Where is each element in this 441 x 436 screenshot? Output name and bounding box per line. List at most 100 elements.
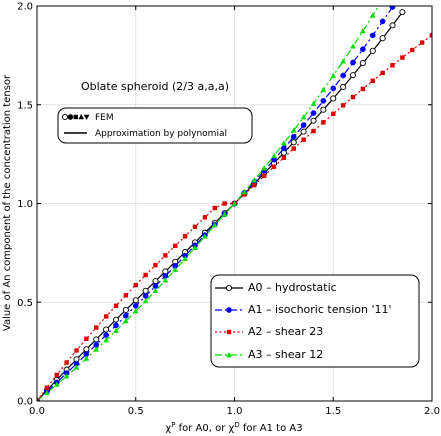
series-0-point <box>379 35 386 42</box>
series-1-point <box>340 72 346 79</box>
series-2-point <box>192 224 198 230</box>
series-2-point <box>202 215 208 220</box>
series-3-point <box>310 100 317 106</box>
series-3-point <box>83 355 90 361</box>
series-3-point <box>360 28 366 34</box>
series-1-point <box>103 332 109 338</box>
series-0-point <box>103 326 110 333</box>
series-2-point <box>222 201 227 206</box>
series-2-point <box>370 78 375 84</box>
legend-sample-marker-1 <box>226 307 232 313</box>
series-0-point <box>122 306 129 314</box>
legend-sample-marker-3 <box>226 352 232 358</box>
series-0-point <box>389 22 396 29</box>
legend-top-fem-marker-0 <box>61 113 69 121</box>
series-0-point <box>330 95 337 102</box>
series-0-point <box>320 106 327 113</box>
series-0-point <box>359 60 366 67</box>
legend-entry-a2: A2 – shear 23 <box>248 325 323 338</box>
series-2-point <box>143 272 148 278</box>
series-2-point <box>252 182 257 188</box>
legend-top-fem-marker-4 <box>83 114 90 120</box>
series-0-point <box>290 139 297 146</box>
series-2-point <box>350 94 356 100</box>
series-3-point <box>290 127 297 133</box>
series-3-point <box>241 189 248 195</box>
series-3-point <box>350 43 356 49</box>
series-2-point <box>400 55 405 60</box>
series-1-point <box>360 46 366 53</box>
series-2-point <box>64 360 69 365</box>
y-tick-label: 1.0 <box>17 199 33 210</box>
x-axis-label-part-3: χ <box>229 423 235 434</box>
x-axis-label-sup-1: P <box>171 421 175 429</box>
series-2-point <box>103 314 109 319</box>
series-3-point <box>261 165 267 171</box>
series-1-point <box>379 18 386 25</box>
series-3-point <box>123 318 129 324</box>
series-3-point <box>44 389 50 396</box>
series-3-point <box>202 233 208 239</box>
x-tick-label: 0.5 <box>128 406 144 417</box>
legend-main-box <box>210 274 420 368</box>
series-2-point <box>321 120 326 125</box>
series-2-point <box>281 155 287 160</box>
series-2-point <box>94 325 99 330</box>
series-3-point <box>182 255 188 261</box>
ticks: 0.0 0.5 1.0 1.5 2.0 0.0 0.5 1.0 1.5 2.0 <box>17 2 440 418</box>
series-3-point <box>172 266 179 272</box>
series-2-point <box>182 234 188 239</box>
series-2-point <box>410 47 415 53</box>
legend-top-fem-marker-3 <box>78 114 84 120</box>
series-2-point <box>311 128 316 134</box>
legend-main: A0 – hydrostatic A1 – isochoric tension … <box>210 274 420 368</box>
series-2-point <box>380 70 385 76</box>
series-0-point <box>310 117 317 124</box>
series-3-point <box>63 373 70 379</box>
series-1-point <box>290 133 297 140</box>
legend-top-fem-marker-1 <box>67 114 74 120</box>
y-tick-label: 0.5 <box>17 298 33 309</box>
legend-entry-a0: A0 – hydrostatic <box>248 281 337 294</box>
legend-sample-marker-0 <box>225 284 233 292</box>
series-3-point <box>152 287 159 293</box>
series-3-point <box>142 298 149 304</box>
series-2-point <box>113 303 119 309</box>
series-0-point <box>300 128 307 135</box>
series-2-point <box>54 372 59 378</box>
series-3-point <box>192 244 198 250</box>
series-1-point <box>369 32 376 39</box>
y-tick-label: 1.5 <box>17 100 33 111</box>
series-3-point <box>53 381 60 387</box>
series-2-point <box>331 111 336 117</box>
series-2-point <box>37 398 40 401</box>
series-2-point <box>163 253 168 258</box>
x-axis-label-part-2: for A0, or <box>175 423 228 434</box>
series-3-point <box>300 114 307 120</box>
series-3-point <box>340 58 346 64</box>
series-3-point <box>281 140 287 146</box>
x-axis-label-sup-2: D <box>234 421 239 429</box>
series-2-point <box>261 173 267 179</box>
x-axis-label-part-1: χ <box>165 423 171 434</box>
series-3-point <box>221 211 228 217</box>
y-tick-label: 0.0 <box>17 397 33 408</box>
legend-sample-marker-2 <box>226 329 232 335</box>
series-3-point <box>251 177 258 183</box>
series-2-point <box>212 205 217 211</box>
series-1-point <box>300 122 307 128</box>
series-0-point <box>112 316 120 323</box>
series-1-point <box>320 97 327 104</box>
x-axis-label-part-4: for A1 to A3 <box>240 423 303 434</box>
x-tick-label: 1.5 <box>325 406 341 417</box>
series-0-point <box>93 336 100 343</box>
series-0-point <box>132 297 139 304</box>
series-0-point <box>369 47 376 54</box>
x-axis-label: χP for A0, or χD for A1 to A3 <box>165 421 302 434</box>
series-1-point <box>350 59 356 66</box>
y-axis-label: Value of An component of the concentrati… <box>2 74 13 331</box>
series-0-point <box>152 278 159 285</box>
series-3-point <box>330 72 337 78</box>
series-1-point <box>281 145 287 152</box>
